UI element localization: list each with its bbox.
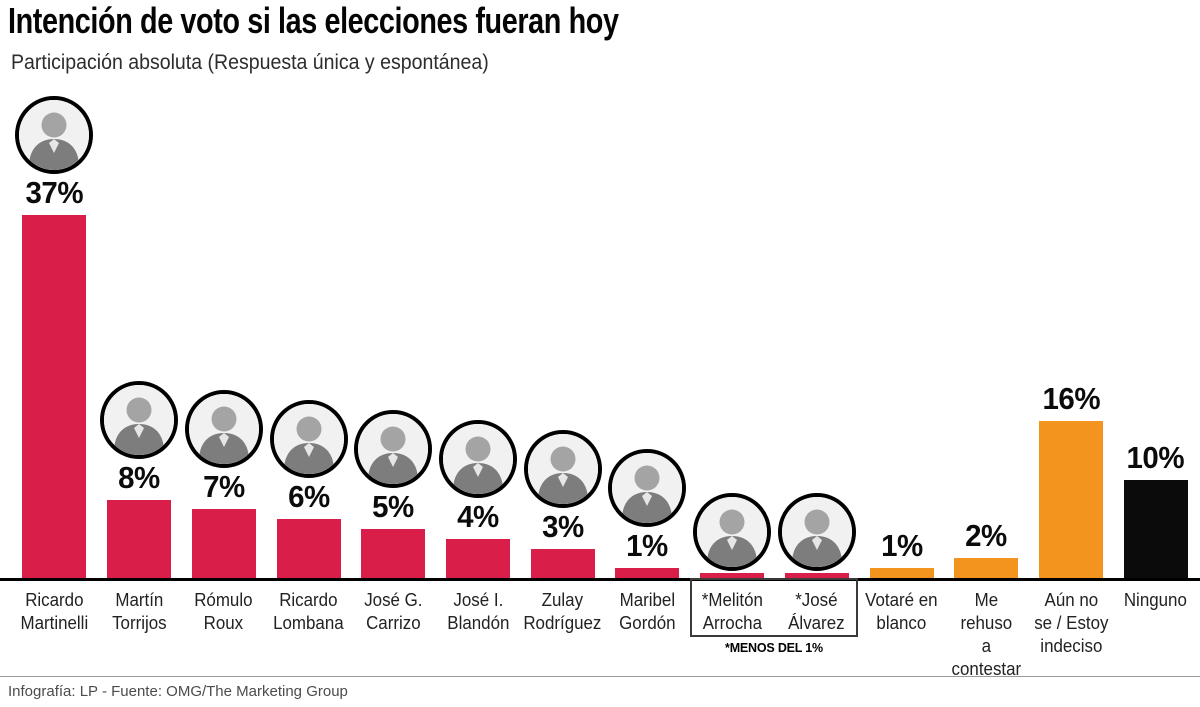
person-icon	[104, 385, 175, 455]
bar-column-9	[690, 86, 775, 578]
bar	[1038, 421, 1103, 578]
category-label: Rómulo Roux	[194, 590, 253, 633]
category-label: Ninguno	[1124, 590, 1188, 610]
candidate-photo	[438, 420, 517, 498]
category-label: *José Álvarez	[788, 590, 846, 633]
page-title: Intención de voto si las elecciones fuer…	[8, 0, 619, 41]
candidate-photo	[693, 493, 772, 571]
bar	[191, 509, 256, 578]
bar	[276, 519, 341, 578]
bar-column-14: 10%	[1113, 86, 1198, 578]
bar-column-1: 37%	[12, 86, 97, 578]
bar	[615, 568, 680, 578]
value-label: 2%	[965, 518, 1008, 553]
value-label: 10%	[1126, 440, 1185, 475]
bar-column-3: 7%	[181, 86, 266, 578]
bar-column-13: 16%	[1029, 86, 1114, 578]
value-label: 7%	[202, 469, 245, 504]
candidate-photo	[354, 410, 433, 488]
bar-column-12: 2%	[944, 86, 1029, 578]
value-label: 16%	[1042, 381, 1100, 416]
person-icon	[442, 424, 513, 494]
category-label: Aún no se / Estoy indeciso	[1033, 590, 1109, 656]
category-label: Martín Torrijos	[111, 590, 167, 633]
bar	[784, 573, 849, 578]
candidate-photo	[777, 493, 856, 571]
category-labels-row: Ricardo Martinelli Martín Torrijos Rómulo Rou…	[12, 589, 1198, 681]
bar	[869, 568, 934, 578]
value-label: 3%	[541, 509, 584, 544]
axis-baseline	[0, 578, 1200, 581]
category-label: Maribel Gordón	[619, 590, 676, 633]
candidate-photo	[269, 400, 348, 478]
bar-column-11: 1%	[859, 86, 944, 578]
value-label: 1%	[626, 528, 669, 563]
bar-column-4: 6%	[266, 86, 351, 578]
category-label: José I. Blandón	[446, 590, 510, 633]
bar	[954, 558, 1019, 578]
person-icon	[612, 453, 683, 523]
footnote: *MENOS DEL 1%	[725, 641, 823, 655]
candidate-photo	[608, 449, 687, 527]
candidate-photo	[100, 381, 179, 459]
bar	[1123, 480, 1188, 578]
person-icon	[273, 404, 344, 474]
category-label: Me rehuso a contestar	[951, 590, 1022, 679]
person-icon	[527, 434, 598, 504]
person-icon	[781, 497, 852, 567]
bar-column-5: 5%	[351, 86, 436, 578]
bar	[700, 573, 765, 578]
bar	[107, 500, 172, 578]
candidate-photo	[184, 390, 263, 468]
bar	[22, 215, 87, 578]
bar-column-7: 3%	[520, 86, 605, 578]
chart-subtitle: Participación absoluta (Respuesta única …	[11, 51, 489, 74]
candidate-photo	[15, 96, 94, 174]
bar-column-10	[774, 86, 859, 578]
bar-chart: 37% 8% 7% 6% 5% 4% 3% 1% 1% 2% 16% 10%	[12, 86, 1198, 578]
bar-column-6: 4%	[436, 86, 521, 578]
bar	[445, 539, 510, 578]
credits-source: Infografía: LP - Fuente: OMG/The Marketi…	[8, 683, 348, 700]
category-label: Ricardo Lombana	[273, 590, 344, 633]
bar-column-8: 1%	[605, 86, 690, 578]
person-icon	[697, 497, 768, 567]
category-label: Zulay Rodríguez	[523, 590, 602, 633]
category-label: *Melitón Arrocha	[701, 590, 763, 633]
value-label: 8%	[118, 460, 160, 495]
person-icon	[188, 394, 259, 464]
footer-divider	[0, 676, 1200, 677]
person-icon	[19, 100, 90, 170]
person-icon	[358, 414, 429, 484]
category-label: José G. Carrizo	[364, 590, 423, 633]
category-label: Ricardo Martinelli	[20, 590, 89, 633]
bar	[530, 549, 595, 578]
bar	[361, 529, 426, 578]
value-label: 1%	[880, 528, 923, 563]
value-label: 6%	[287, 479, 330, 514]
category-label: Votaré en blanco	[865, 590, 938, 633]
candidate-photo	[523, 430, 602, 508]
bar-column-2: 8%	[97, 86, 182, 578]
value-label: 37%	[25, 175, 84, 210]
value-label: 4%	[457, 499, 499, 534]
value-label: 5%	[372, 489, 415, 524]
